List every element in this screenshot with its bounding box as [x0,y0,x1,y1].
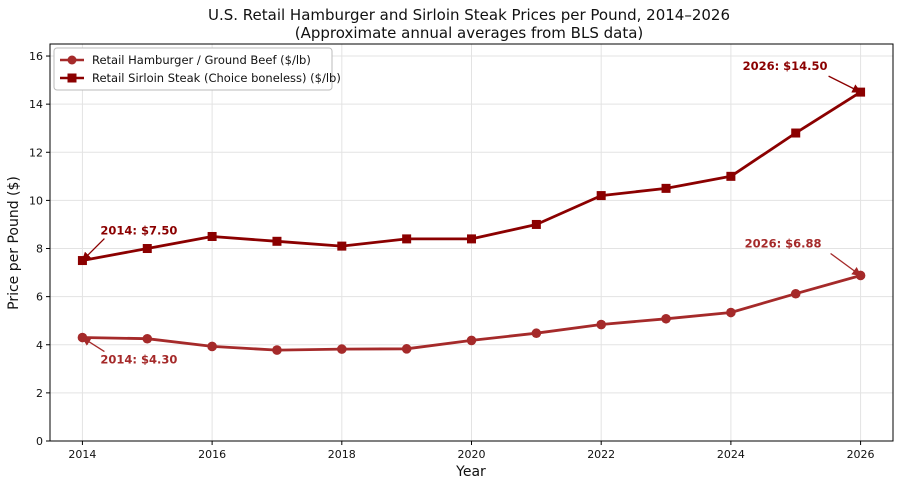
data-point-circle [142,333,153,344]
data-point-square [337,241,347,251]
chart-subtitle: (Approximate annual averages from BLS da… [295,24,644,42]
data-point-circle [596,319,606,330]
annotation-label: 2014: $7.50 [100,224,177,238]
annotation-label: 2014: $4.30 [100,353,177,367]
data-point-circle [790,288,801,299]
legend-marker-sirloin [67,73,77,83]
data-point-circle [531,328,542,339]
x-tick-label: 2018 [328,448,356,461]
legend-box [53,47,333,91]
legend-label-sirloin: Retail Sirloin Steak (Choice boneless) (… [92,71,341,85]
x-tick-label: 2020 [458,448,486,461]
data-point-square [207,231,217,241]
y-tick-label: 16 [29,50,43,63]
annotation-arrow [830,252,862,277]
data-point-square [402,234,412,244]
data-point-square [467,234,476,244]
data-point-square [791,128,801,138]
data-point-circle [726,307,736,318]
data-point-square [661,183,671,193]
data-point-square [272,236,282,246]
y-tick-label: 12 [29,146,43,159]
annotation-arrow [81,238,105,262]
data-point-square [531,219,541,229]
annotations: 2014: $7.50 2026: $14.50 2014: $4.30 2026: … [81,59,862,367]
data-point-circle [661,313,671,324]
legend-label-hamburger: Retail Hamburger / Ground Beef ($/lb) [92,53,311,67]
data-point-circle [337,344,347,354]
x-tick-label: 2026 [847,448,875,461]
x-tick-label: 2014 [68,448,96,461]
y-tick-label: 10 [29,194,43,207]
y-tick-label: 14 [29,98,43,111]
series-layer [77,87,866,355]
annotation-label: 2026: $6.88 [745,236,822,250]
data-point-circle [466,335,477,346]
data-point-circle [272,345,282,355]
legend: Retail Hamburger / Ground Beef ($/lb) Re… [53,47,341,91]
annotation-arrow [81,336,105,353]
data-point-circle [855,270,866,281]
annotation-arrow [828,75,862,93]
x-tick-label: 2022 [587,448,615,461]
annotation-label: 2026: $14.50 [743,59,828,73]
x-tick-label: 2024 [717,448,745,461]
x-axis-label: Year [455,464,486,480]
y-tick-label: 4 [36,339,43,352]
y-tick-label: 6 [36,291,43,304]
axes-ticks: 0 2 4 6 8 10 12 14 16 2014 2016 2018 2020 2022 2024 202… [29,50,875,461]
y-axis-label: Price per Pound ($) [6,176,22,310]
legend-marker-hamburger [67,55,77,65]
y-tick-label: 0 [36,435,43,448]
y-tick-label: 2 [36,387,43,400]
data-point-circle [207,341,217,352]
chart-title: U.S. Retail Hamburger and Sirloin Steak … [208,6,730,24]
x-tick-label: 2016 [198,448,226,461]
y-tick-label: 8 [36,243,43,256]
data-point-square [726,171,736,181]
data-point-circle [401,344,412,354]
data-point-square [596,191,606,201]
data-point-square [142,244,152,254]
